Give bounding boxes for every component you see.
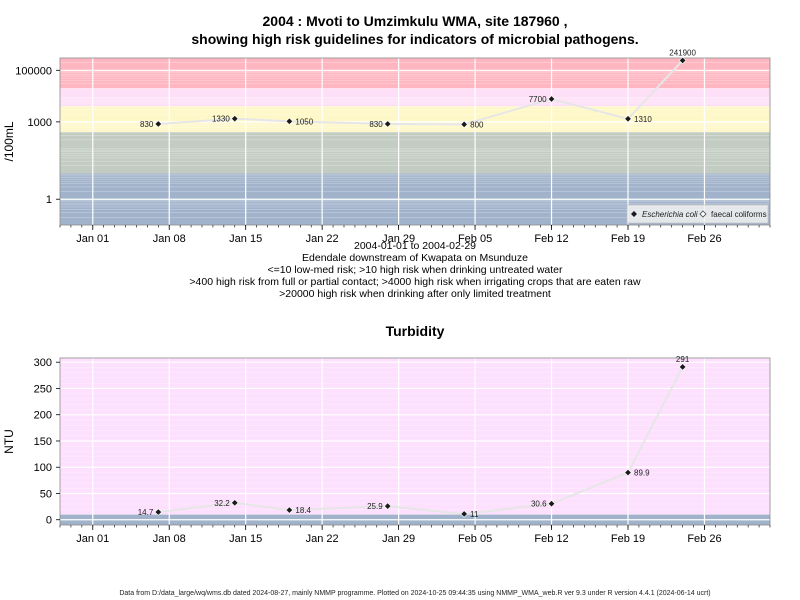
turbidity-frame	[59, 357, 771, 526]
legend: Escherichia coli faecal coliforms	[626, 204, 769, 224]
ecoli-xtick-label-7: Feb 19	[611, 233, 645, 245]
turbidity-ytick-label-0: 0	[46, 515, 52, 527]
turbidity-data-label-5: 30.6	[531, 500, 547, 509]
turbidity-point-7	[678, 363, 687, 371]
turbidity-xtick-label-1: Jan 08	[153, 533, 186, 545]
turbidity-data-label-7: 291	[676, 355, 690, 364]
ecoli-point-1	[231, 114, 239, 123]
turbidity-point-6	[624, 468, 632, 477]
ecoli-xtick-label-0: Jan 01	[76, 233, 109, 245]
ecoli-point-3	[383, 120, 392, 128]
ecoli-point-0	[154, 120, 163, 128]
turbidity-xtick-label-5: Feb 05	[458, 533, 492, 545]
legend-box	[626, 204, 769, 224]
turbidity-point-2	[285, 506, 294, 514]
ecoli-point-5	[547, 95, 556, 103]
turbidity-ytick-label-4: 200	[34, 410, 52, 422]
turbidity-ytick-label-1: 50	[40, 488, 52, 500]
ecoli-ytick-label-0: 1	[46, 194, 52, 206]
ecoli-band-3	[60, 132, 770, 174]
ecoli-xtick-label-5: Feb 05	[458, 233, 492, 245]
turbidity-xtick-label-3: Jan 22	[306, 533, 339, 545]
turbidity-xtick-label-8: Feb 26	[687, 533, 721, 545]
turbidity-data-label-1: 32.2	[214, 499, 230, 508]
turbidity-title: Turbidity	[386, 323, 445, 339]
ecoli-panel: 1 1000 100000 Jan 01 Jan 08 Jan 15 Jan 22 Jan 2…	[2, 48, 771, 245]
turbidity-series-line	[158, 366, 684, 515]
turbidity-panel: 0 50 100 150 200 250 300 Jan 01 Jan 08 Jan 15 Jan …	[2, 355, 771, 545]
ecoli-xtick-label-2: Jan 15	[229, 233, 262, 245]
legend-label-ecoli: Escherichia coli	[642, 210, 698, 219]
turbidity-data-label-4: 11	[470, 510, 479, 519]
turbidity-point-3	[383, 502, 392, 510]
turbidity-xtick-label-2: Jan 15	[229, 533, 262, 545]
subtitle-line-4: >400 high risk from full or partial cont…	[189, 276, 641, 288]
ecoli-point-4	[460, 120, 468, 129]
ecoli-xtick-label-3: Jan 22	[306, 233, 339, 245]
turbidity-ytick-label-6: 300	[34, 357, 52, 369]
ecoli-xtick-label-6: Feb 12	[534, 233, 568, 245]
ecoli-data-label-5: 7700	[529, 95, 547, 104]
ecoli-xtick-label-1: Jan 08	[153, 233, 186, 245]
ecoli-ylabel: /100mL	[2, 121, 16, 161]
turbidity-data-label-0: 14.7	[138, 508, 154, 517]
ecoli-data-label-0: 830	[140, 120, 154, 129]
turbidity-point-0	[154, 508, 163, 516]
ecoli-series-line	[158, 59, 684, 126]
turbidity-point-4	[460, 510, 468, 518]
turbidity-ylabel: NTU	[2, 429, 16, 454]
turbidity-ytick-label-3: 150	[34, 436, 52, 448]
subtitle-line-2: Edendale downstream of Kwapata on Msundu…	[302, 252, 528, 264]
turbidity-xtick-label-4: Jan 29	[382, 533, 415, 545]
ecoli-ytick-label-1: 1000	[28, 117, 52, 129]
ecoli-band-2	[60, 106, 770, 133]
turbidity-point-5	[547, 499, 556, 508]
ecoli-xtick-label-4: Jan 29	[382, 233, 415, 245]
turbidity-band-0	[60, 358, 770, 515]
subtitle-line-5: >20000 high risk when drinking after onl…	[279, 288, 551, 300]
turbidity-ytick-label-5: 250	[34, 383, 52, 395]
legend-marker-faecal	[699, 210, 707, 218]
ecoli-data-label-3: 830	[369, 120, 383, 129]
ecoli-point-6	[624, 115, 632, 123]
subtitle-line-3: <=10 low-med risk; >10 high risk when dr…	[267, 264, 563, 276]
turbidity-data-label-6: 89.9	[634, 469, 650, 478]
ecoli-data-label-6: 1310	[634, 115, 652, 124]
ecoli-band-0	[60, 58, 770, 89]
turbidity-point-1	[231, 499, 239, 507]
ecoli-ytick-label-2: 100000	[15, 65, 52, 77]
chart-title-line2: showing high risk guidelines for indicat…	[191, 31, 638, 47]
footer-note: Data from D:/data_large/wq/wms.db dated …	[119, 590, 710, 597]
chart-title-line1: 2004 : Mvoti to Umzimkulu WMA, site 1879…	[263, 13, 568, 29]
legend-marker-ecoli	[631, 211, 637, 217]
ecoli-data-label-7: 241900	[669, 48, 696, 57]
legend-label-faecal: faecal coliforms	[711, 210, 767, 219]
turbidity-xtick-label-0: Jan 01	[76, 533, 109, 545]
ecoli-point-2	[285, 117, 294, 126]
ecoli-xtick-label-8: Feb 26	[687, 233, 721, 245]
subtitle-line-1: 2004-01-01 to 2004-02-29	[354, 240, 476, 252]
turbidity-data-label-2: 18.4	[295, 506, 311, 515]
ecoli-data-label-4: 800	[470, 120, 484, 129]
ecoli-data-label-2: 1050	[295, 117, 313, 126]
ecoli-frame	[59, 57, 771, 226]
ecoli-point-7	[678, 56, 687, 65]
turbidity-xtick-label-6: Feb 12	[534, 533, 568, 545]
turbidity-xtick-label-7: Feb 19	[611, 533, 645, 545]
turbidity-ytick-label-2: 100	[34, 462, 52, 474]
turbidity-data-label-3: 25.9	[367, 502, 383, 511]
ecoli-data-label-1: 1330	[212, 115, 230, 124]
